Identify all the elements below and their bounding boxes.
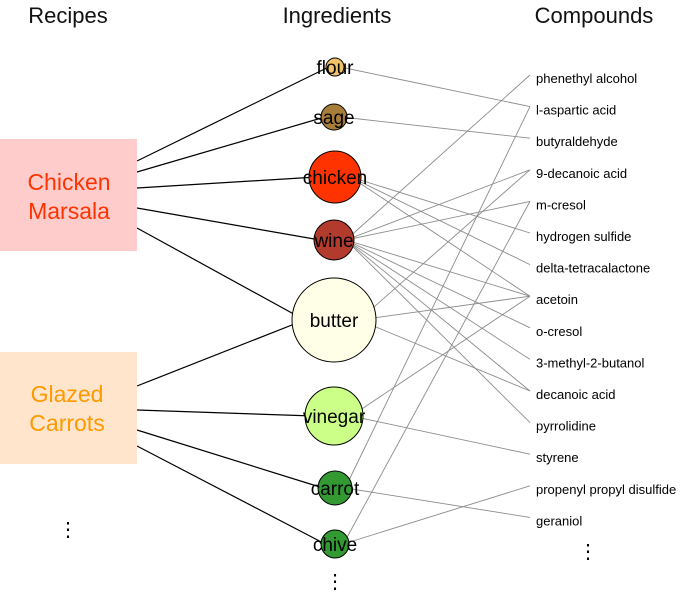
compound-link-chicken-acetoin bbox=[350, 176, 531, 297]
link-layer bbox=[136, 66, 531, 545]
recipe-label-chicken-marsala-line1: Chicken bbox=[27, 169, 110, 195]
ingredient-label-sage: sage bbox=[313, 108, 354, 129]
ingredient-node-butter bbox=[291, 277, 377, 363]
compound-link-chive-m-cresol bbox=[343, 201, 531, 545]
recipes-more-ellipsis: ⋮ bbox=[58, 519, 78, 541]
compound-link-vinegar-styrene bbox=[351, 415, 531, 455]
ingredient-node-carrot bbox=[317, 470, 353, 506]
recipe-link-glazed-carrots-vinegar bbox=[136, 409, 314, 417]
ingredient-node-flour bbox=[325, 57, 345, 77]
ingredient-node-sage bbox=[320, 103, 348, 131]
compound-link-wine-m-cresol bbox=[345, 200, 531, 241]
compound-link-vinegar-acetoin bbox=[351, 295, 531, 417]
ingredient-node-chicken bbox=[308, 150, 362, 204]
ingredient-label-chive: chive bbox=[313, 535, 357, 556]
compound-link-chicken-delta-tetracalactone bbox=[350, 176, 531, 266]
compounds-more-ellipsis: ⋮ bbox=[578, 541, 598, 563]
compound-label-pyrrolidine: pyrrolidine bbox=[536, 419, 596, 434]
compound-label-phenethyl-alcohol: phenethyl alcohol bbox=[536, 71, 637, 86]
recipe-link-chicken-marsala-flour bbox=[136, 66, 329, 162]
recipe-label-chicken-marsala-line2: Marsala bbox=[28, 198, 110, 224]
recipe-link-chicken-marsala-butter bbox=[136, 227, 305, 321]
compound-label-9-decanoic-acid: 9-decanoic acid bbox=[536, 166, 627, 181]
compound-label-l-aspartic-acid: l-aspartic acid bbox=[536, 103, 616, 118]
compound-label-3-methyl-2-butanol: 3-methyl-2-butanol bbox=[536, 355, 644, 370]
recipe-link-chicken-marsala-sage bbox=[136, 116, 326, 173]
compound-label-propenyl-propyl-disulfide: propenyl propyl disulfide bbox=[536, 482, 676, 497]
recipe-link-glazed-carrots-chive bbox=[136, 445, 326, 545]
compounds-header: Compounds bbox=[535, 3, 654, 28]
recipe-link-glazed-carrots-carrot bbox=[136, 429, 324, 489]
recipe-box-glazed-carrots bbox=[0, 352, 137, 464]
compound-column: phenethyl alcohol l-aspartic acid butyrald… bbox=[536, 71, 676, 528]
compound-link-chive-propenyl-propyl-disulfide bbox=[343, 485, 531, 545]
ingredient-label-butter: butter bbox=[310, 311, 359, 332]
compound-link-carrot-l-aspartic-acid bbox=[344, 106, 531, 489]
compound-link-chicken-hydrogen-sulfide bbox=[350, 176, 531, 234]
compound-link-wine-9-decanoic-acid bbox=[345, 169, 531, 241]
compound-label-acetoin: acetoin bbox=[536, 292, 578, 307]
recipe-label-glazed-carrots-line2: Carrots bbox=[29, 410, 104, 436]
ingredient-label-flour: flour bbox=[317, 58, 355, 79]
compound-link-butter-decanoic-acid bbox=[359, 319, 531, 392]
compound-label-geraniol: geraniol bbox=[536, 513, 582, 528]
ingredient-node-chive bbox=[320, 529, 350, 559]
compound-link-wine-acetoin bbox=[345, 239, 531, 297]
recipe-column: Chicken Marsala Glazed Carrots bbox=[0, 139, 137, 464]
ingredient-label-carrot: carrot bbox=[311, 479, 360, 500]
recipe-link-chicken-marsala-chicken bbox=[136, 176, 317, 189]
compound-label-decanoic-acid: decanoic acid bbox=[536, 387, 616, 402]
compound-link-wine-o-cresol bbox=[345, 239, 531, 329]
ingredient-label-chicken: chicken bbox=[303, 168, 367, 189]
ingredients-more-ellipsis: ⋮ bbox=[325, 571, 345, 593]
ingredient-node-vinegar bbox=[304, 386, 364, 446]
compound-label-butyraldehyde: butyraldehyde bbox=[536, 134, 618, 149]
compound-link-sage-butyraldehyde bbox=[341, 116, 531, 139]
ingredient-label-wine: wine bbox=[313, 231, 353, 252]
compound-link-flour-l-aspartic-acid bbox=[340, 66, 531, 108]
recipe-link-chicken-marsala-wine bbox=[136, 207, 321, 241]
recipes-header: Recipes bbox=[28, 3, 107, 28]
ingredient-column: flour sage chicken wine butter vinegar carrot c… bbox=[291, 57, 377, 559]
compound-link-carrot-geraniol bbox=[345, 487, 531, 518]
compound-link-wine-pyrrolidine bbox=[345, 239, 531, 423]
recipe-box-chicken-marsala bbox=[0, 139, 137, 251]
compound-label-delta-tetracalactone: delta-tetracalactone bbox=[536, 261, 650, 276]
recipe-label-glazed-carrots-line1: Glazed bbox=[31, 381, 104, 407]
compound-link-butter-9-decanoic-acid bbox=[358, 169, 531, 321]
ingredients-header: Ingredients bbox=[283, 3, 392, 28]
compound-label-o-cresol: o-cresol bbox=[536, 324, 582, 339]
ingredient-node-wine bbox=[313, 219, 355, 261]
compound-link-wine-3-methyl-2-butanol bbox=[345, 239, 531, 360]
compound-label-hydrogen-sulfide: hydrogen sulfide bbox=[536, 229, 631, 244]
compound-link-wine-decanoic-acid bbox=[345, 239, 531, 392]
ingredient-label-vinegar: vinegar bbox=[303, 407, 366, 428]
recipe-link-glazed-carrots-butter bbox=[136, 319, 305, 387]
compound-link-wine-phenethyl-alcohol bbox=[345, 74, 531, 241]
compound-link-butter-acetoin bbox=[359, 295, 531, 321]
compound-label-m-cresol: m-cresol bbox=[536, 197, 586, 212]
compound-label-styrene: styrene bbox=[536, 450, 579, 465]
